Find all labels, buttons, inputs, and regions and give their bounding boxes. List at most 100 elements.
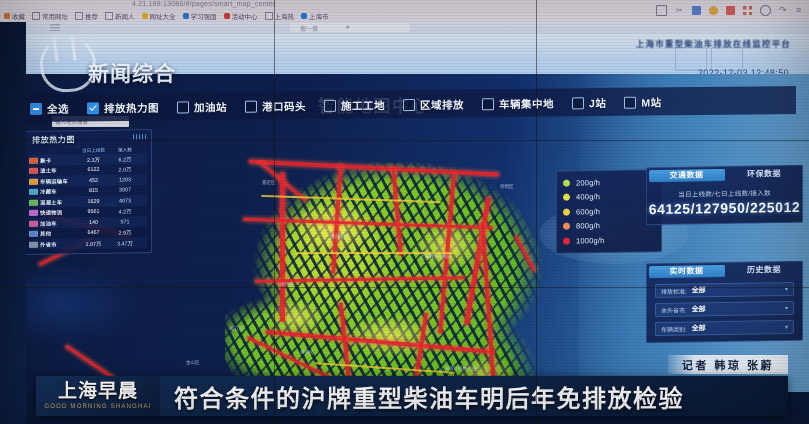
vehicle-type-icon bbox=[29, 178, 38, 185]
browser-chrome: 4.21.188:13088/#/pages/smart_map_center … bbox=[0, 0, 809, 22]
tab-environment-data[interactable]: 环保数据 bbox=[747, 169, 781, 179]
map-search-placeholder: 输入地点搜索 bbox=[55, 119, 89, 126]
hamburger-icon[interactable] bbox=[50, 24, 60, 31]
monitor-seam-horizontal bbox=[0, 140, 809, 141]
data-summary-panel: 交通数据 环保数据 当日上线数/七日上线数/接入数 64125/127950/2… bbox=[646, 164, 803, 226]
chevron-down-icon[interactable]: ▾ bbox=[784, 305, 788, 312]
circle-icon[interactable] bbox=[760, 5, 771, 16]
browser-search-box[interactable] bbox=[290, 23, 410, 32]
app-side-rail bbox=[0, 22, 26, 424]
legend-label: 400g/h bbox=[576, 192, 601, 202]
undo-icon[interactable]: ↷ bbox=[779, 5, 787, 15]
tab-history-data[interactable]: 历史数据 bbox=[747, 265, 781, 275]
legend-color-dot bbox=[563, 193, 570, 201]
legend-item: 600g/h bbox=[563, 203, 655, 219]
map-search-input[interactable]: 输入地点搜索 bbox=[52, 116, 129, 127]
layer-checkbox-m-station[interactable]: M站 bbox=[624, 95, 662, 110]
menu-icon[interactable]: ≡ bbox=[796, 5, 802, 15]
program-logo-cn: 上海早晨 bbox=[57, 381, 138, 402]
layer-checkbox-gas-station[interactable]: 加油站 bbox=[177, 99, 227, 115]
extension-toolbar[interactable]: ✂ ↷ ≡ bbox=[656, 5, 805, 16]
layer-checkbox-port-dock[interactable]: 港口码头 bbox=[245, 99, 306, 115]
bookmark-item[interactable]: 常用网址 bbox=[32, 11, 68, 21]
news-lower-third: 上海早晨 GOOD MORNING SHANGHAI 符合条件的沪牌重型柴油车明… bbox=[36, 376, 788, 416]
vehicle-type-icon bbox=[29, 188, 38, 195]
vehicle-type-icon bbox=[29, 220, 38, 227]
screenshot-icon[interactable] bbox=[656, 5, 667, 16]
stats-row-online: 6467 bbox=[87, 229, 100, 237]
bookmark-item[interactable]: 网址大全 bbox=[141, 11, 176, 21]
emission-stats-panel: 排放热力图 当日上线数 接入数 集卡 2.3万 6.2万 渣土车 6122 2.0万 车辆运… bbox=[24, 128, 152, 255]
browser-secondary-bar: 搜一搜 ★ bbox=[0, 22, 809, 34]
bookmark-item[interactable]: 新闻人 bbox=[105, 11, 135, 21]
qr-grid-icon[interactable] bbox=[743, 6, 752, 15]
legend-color-dot bbox=[563, 179, 570, 187]
bookmark-item[interactable]: 学习强国 bbox=[182, 11, 217, 21]
app-title: 上海市重型柴油车排放在线监控平台 bbox=[635, 39, 791, 49]
bookmark-item[interactable]: 推荐 bbox=[75, 11, 98, 21]
signal-bars-icon bbox=[132, 134, 146, 140]
bookmark-item[interactable]: 上海热 bbox=[264, 11, 294, 21]
stats-row-access: 4.2万 bbox=[118, 209, 132, 216]
checkbox-icon[interactable] bbox=[324, 99, 336, 112]
red-flag-icon[interactable] bbox=[726, 6, 735, 15]
stats-row-online: 815 bbox=[89, 187, 98, 195]
checkbox-icon[interactable] bbox=[572, 97, 584, 110]
stats-row-online: 1629 bbox=[87, 198, 100, 205]
emission-heat-overlay bbox=[225, 159, 585, 392]
bookmarks-bar[interactable]: 收藏 常用网址 推荐 新闻人 网址大全 学习强国 活动中心 上海热 上海市 bbox=[4, 10, 329, 22]
stats-row-access: 3.47万 bbox=[117, 240, 133, 248]
filter-dropdown[interactable]: 排放标准: 全部 ▾ bbox=[655, 281, 794, 299]
emission-monitor-app: 上海市重型柴油车排放在线监控平台 2022-12-03 12:48:50 bbox=[0, 34, 809, 392]
program-logo-en: GOOD MORNING SHANGHAI bbox=[44, 404, 152, 410]
scissors-icon[interactable]: ✂ bbox=[676, 6, 683, 15]
stats-table-row[interactable]: 外省市 1.07万 3.47万 bbox=[29, 237, 147, 250]
browser-url-bar[interactable]: 4.21.188:13088/#/pages/smart_map_center bbox=[132, 1, 276, 8]
checkbox-icon[interactable] bbox=[245, 100, 257, 113]
stats-row-access: 2.0万 bbox=[118, 167, 132, 174]
shield-icon[interactable] bbox=[709, 6, 718, 15]
checkbox-checked-icon[interactable] bbox=[87, 102, 99, 115]
filter-dropdown[interactable]: 车辆类别: 全部 ▾ bbox=[655, 319, 794, 337]
map-label: 上海滨江森林公园 bbox=[440, 366, 476, 371]
checkbox-icon[interactable] bbox=[482, 98, 494, 111]
filter-list[interactable]: 排放标准: 全部 ▾ 本外省市: 全部 ▾ 车辆类别: 全部 ▾ bbox=[647, 281, 802, 337]
checkbox-icon[interactable] bbox=[403, 99, 415, 112]
reporter-credit-bar: 记者 韩琼 张蔚 bbox=[667, 355, 788, 374]
layer-checkbox-j-station[interactable]: J站 bbox=[572, 95, 606, 110]
stats-row-access: 1203 bbox=[119, 176, 131, 184]
app-timestamp: 2022-12-03 12:48:50 bbox=[697, 68, 789, 78]
blue-extension-icon[interactable] bbox=[692, 6, 701, 15]
layer-checkbox-construction-site[interactable]: 施工工地 bbox=[324, 98, 385, 114]
bookmark-item[interactable]: 收藏 bbox=[4, 11, 25, 21]
stats-row-access: 571 bbox=[120, 218, 130, 226]
layer-checkbox-select-all[interactable]: 全选 bbox=[30, 101, 69, 116]
stats-row-type: 渣土车 bbox=[40, 168, 57, 175]
tab-traffic-data[interactable]: 交通数据 bbox=[648, 168, 725, 182]
data-filter-panel: 实时数据 历史数据 排放标准: 全部 ▾ 本外省市: 全部 ▾ 车辆类别: 全部 ▾ bbox=[646, 260, 803, 344]
stats-row-access: 3007 bbox=[119, 187, 131, 194]
stats-row-type: 加油车 bbox=[40, 221, 57, 228]
stats-row-access: 4073 bbox=[119, 197, 131, 205]
metric-value: 64125/127950/225012 bbox=[648, 198, 801, 218]
bookmark-item[interactable]: 活动中心 bbox=[223, 11, 258, 21]
checkbox-icon[interactable] bbox=[177, 101, 189, 114]
bookmark-item[interactable]: 上海市 bbox=[301, 11, 329, 21]
tab-realtime-data[interactable]: 实时数据 bbox=[648, 264, 725, 278]
data-panel-tabs[interactable]: 交通数据 环保数据 bbox=[647, 166, 802, 183]
filter-value: 全部 bbox=[691, 325, 706, 333]
checkbox-icon[interactable] bbox=[624, 96, 637, 109]
chevron-down-icon[interactable]: ▾ bbox=[784, 324, 788, 331]
layer-checkbox-regional-emission[interactable]: 区域排放 bbox=[403, 97, 464, 113]
legend-label: 600g/h bbox=[576, 206, 601, 217]
filter-dropdown[interactable]: 本外省市: 全部 ▾ bbox=[655, 300, 794, 318]
star-icon[interactable]: ★ bbox=[345, 25, 351, 31]
layer-checkbox-vehicle-hub[interactable]: 车辆集中地 bbox=[482, 96, 554, 112]
browser-search-placeholder: 搜一搜 bbox=[300, 26, 319, 33]
layer-checkbox-emission-heatmap[interactable]: 排放热力图 bbox=[87, 100, 159, 116]
checkbox-indeterminate-icon[interactable] bbox=[30, 102, 42, 116]
map-label: 浦东新区 bbox=[330, 234, 348, 239]
filter-panel-tabs[interactable]: 实时数据 历史数据 bbox=[647, 262, 802, 279]
